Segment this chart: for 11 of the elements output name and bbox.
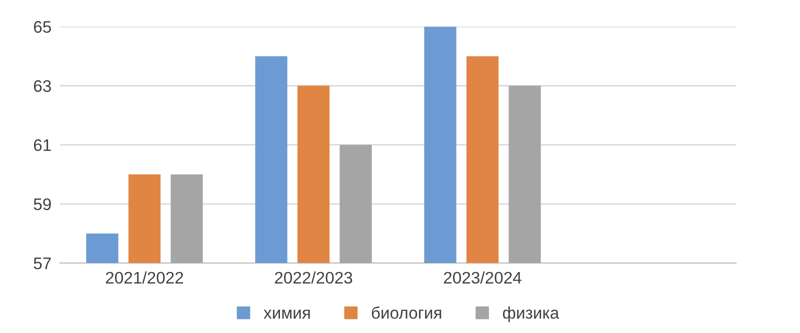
legend-label: химия: [264, 310, 310, 319]
y-tick-label: 63: [34, 80, 51, 92]
y-tick-label: 59: [34, 198, 51, 210]
x-tick-label: 2021/2022: [106, 271, 184, 284]
x-tick-label: 2022/2023: [274, 271, 352, 284]
y-tick-label: 65: [34, 21, 51, 33]
y-tick-label: 61: [34, 139, 51, 152]
legend-label: биология: [372, 306, 442, 319]
legend-label: физика: [502, 306, 560, 322]
x-tick-label: 2023/2024: [444, 271, 522, 284]
y-tick-label: 57: [34, 258, 51, 270]
